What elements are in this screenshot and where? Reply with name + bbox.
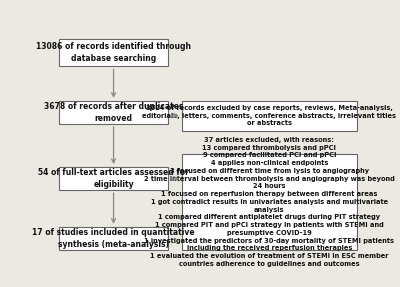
Text: 13086 of records identified through
database searching: 13086 of records identified through data…	[36, 42, 191, 63]
Text: 3624 of records excluded by case reports, reviews, Meta-analysis,
editorials, le: 3624 of records excluded by case reports…	[142, 105, 396, 126]
FancyBboxPatch shape	[59, 39, 168, 67]
FancyBboxPatch shape	[59, 167, 168, 190]
FancyBboxPatch shape	[182, 154, 357, 250]
Text: 37 articles excluded, with reasons:
13 compared thrombolysis and pPCI
9 compared: 37 articles excluded, with reasons: 13 c…	[144, 137, 395, 267]
FancyBboxPatch shape	[59, 227, 168, 250]
FancyBboxPatch shape	[182, 101, 357, 131]
Text: 54 of full-text articles assessed for
eligibility: 54 of full-text articles assessed for el…	[38, 168, 189, 189]
FancyBboxPatch shape	[59, 101, 168, 124]
Text: 3678 of records after duplicates
removed: 3678 of records after duplicates removed	[44, 102, 183, 123]
Text: 17 of studies included in quantitative
synthesis (meta-analysis): 17 of studies included in quantitative s…	[32, 228, 195, 249]
